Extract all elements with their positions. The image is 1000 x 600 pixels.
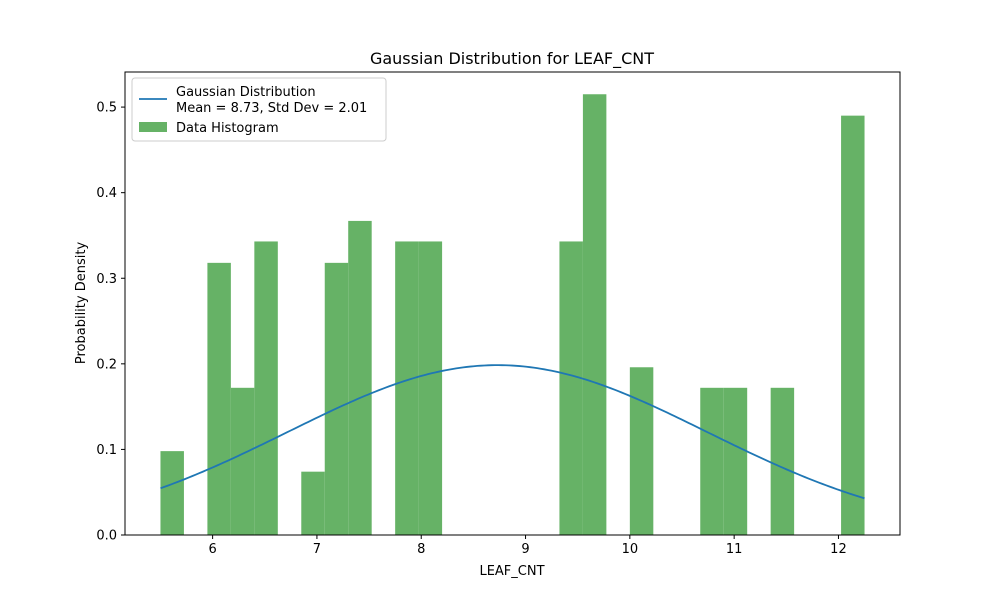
legend-box [131,77,387,142]
histogram-bar [723,387,748,535]
histogram-bar [418,241,443,535]
chart-title: Gaussian Distribution for LEAF_CNT [370,49,654,69]
x-tick-label: 12 [830,542,847,557]
legend-histogram-swatch [139,122,167,132]
legend-histogram-label: Data Histogram [176,121,279,136]
x-axis-ticks: 6 7 8 9 10 11 12 [208,535,847,557]
legend-gaussian-label-line2: Mean = 8.73, Std Dev = 2.01 [176,101,367,116]
y-axis-ticks: 0.0 0.1 0.2 0.3 0.4 0.5 [96,101,125,544]
x-axis-label: LEAF_CNT [479,564,544,579]
plot-frame [124,71,901,536]
y-tick-label: 0.1 [96,443,117,458]
histogram-bar [559,241,583,535]
histogram-bar [700,387,724,535]
legend: Gaussian Distribution Mean = 8.73, Std D… [131,77,387,142]
y-tick-label: 0.4 [96,186,117,201]
histogram-bar [348,220,372,535]
x-tick-label: 11 [726,542,743,557]
y-tick-label: 0.0 [96,529,117,544]
x-tick-label: 6 [208,542,216,557]
histogram-bar [582,94,607,535]
x-tick-label: 9 [521,542,529,557]
histogram-bar [254,241,278,535]
histogram-bar [160,451,184,535]
x-tick-label: 8 [417,542,425,557]
y-tick-label: 0.2 [96,357,117,372]
histogram-bar [629,367,654,535]
histogram-bar [324,262,349,535]
gaussian-curve [160,364,865,500]
x-tick-label: 10 [622,542,639,557]
histogram-bar [207,262,231,535]
histogram-bars [160,94,865,536]
y-tick-label: 0.3 [96,272,117,287]
legend-gaussian-label-line1: Gaussian Distribution [176,85,316,100]
y-axis-label: Probability Density [74,242,89,365]
x-tick-label: 7 [313,542,321,557]
histogram-bar [770,387,795,535]
histogram-bar [230,387,255,535]
histogram-bar [841,115,865,536]
y-tick-label: 0.5 [96,101,117,116]
histogram-bar [395,241,419,535]
histogram-bar [301,471,325,535]
